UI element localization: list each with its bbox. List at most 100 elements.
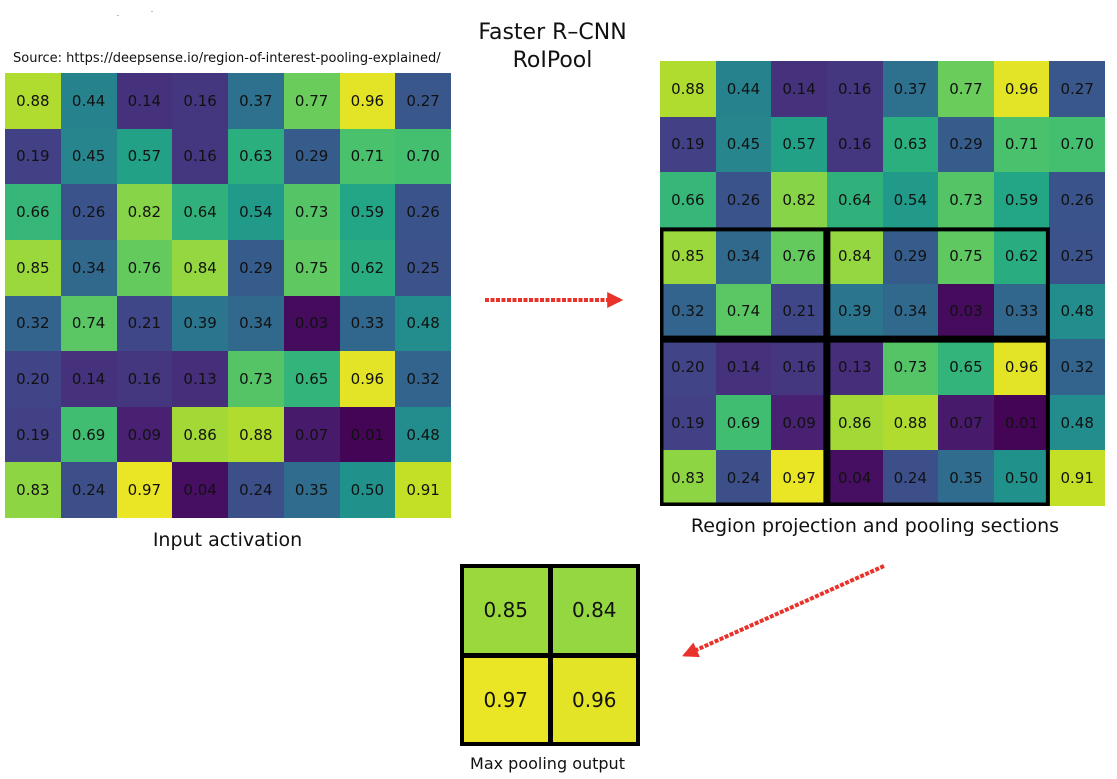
diagram-title-line1: Faster R–CNN — [478, 20, 627, 45]
grid-cell: 0.32 — [5, 295, 61, 352]
input-activation-grid: 0.88 0.44 0.14 0.16 0.37 0.77 0.96 0.27 0.19 0.45… — [5, 73, 451, 518]
grid-cell: 0.19 — [5, 128, 61, 185]
grid-cell: 0.19 — [5, 406, 61, 463]
grid-cell: 0.16 — [172, 128, 228, 185]
grid-cell: 0.82 — [116, 184, 173, 240]
grid-cell: 0.66 — [5, 184, 61, 240]
grid-cell: 0.96 — [339, 351, 396, 407]
source-attribution: Source: https://deepsense.io/region-of-i… — [13, 51, 441, 66]
grid-cell: 0.24 — [60, 462, 117, 518]
grid-cell: 0.25 — [1049, 227, 1105, 284]
grid-cell: 0.16 — [826, 61, 883, 117]
grid-cell: 0.37 — [228, 73, 284, 129]
grid-cell: 0.03 — [283, 295, 340, 352]
grid-cell: 0.57 — [771, 116, 827, 173]
down-left-arrow — [682, 564, 885, 658]
grid-cell: 0.45 — [60, 128, 117, 185]
grid-cell: 0.82 — [771, 172, 827, 228]
grid-cell: 0.70 — [395, 128, 451, 185]
grid-cell: 0.88 — [228, 406, 284, 463]
grid-cell: 0.59 — [993, 172, 1050, 228]
grid-cell: 0.88 — [660, 61, 716, 117]
grid-cell: 0.33 — [339, 295, 396, 352]
grid-cell: 0.19 — [660, 116, 716, 173]
grid-cell: 0.09 — [116, 406, 173, 463]
grid-cell: 0.26 — [395, 184, 451, 240]
max-pooling-output-grid: 0.85 0.84 0.97 0.96 — [460, 564, 640, 746]
grid-cell: 0.70 — [1049, 116, 1105, 173]
grid-cell: 0.29 — [938, 116, 994, 173]
grid-cell: 0.64 — [826, 172, 883, 228]
grid-cell: 0.34 — [60, 239, 117, 296]
grid-cell: 0.83 — [5, 462, 61, 518]
grid-cell: 0.50 — [339, 462, 396, 518]
diagram-title-line2: RoIPool — [512, 48, 593, 73]
grid-cell: 0.71 — [993, 116, 1050, 173]
grid-cell: 0.57 — [116, 128, 173, 185]
grid-cell: 0.44 — [715, 61, 772, 117]
grid-cell: 0.26 — [1049, 172, 1105, 228]
grid-cell: 0.59 — [339, 184, 396, 240]
grid-cell: 0.48 — [395, 295, 451, 352]
grid-cell: 0.26 — [715, 172, 772, 228]
grid-cell: 0.63 — [228, 128, 284, 185]
grid-cell: 0.48 — [1049, 394, 1105, 451]
grid-cell: 0.54 — [882, 172, 939, 228]
grid-cell: 0.34 — [228, 295, 284, 352]
grid-cell: 0.91 — [395, 462, 451, 518]
stray-dot — [117, 15, 119, 16]
grid-cell: 0.75 — [283, 239, 340, 296]
grid-cell: 0.74 — [60, 295, 117, 352]
grid-cell: 0.16 — [116, 351, 173, 407]
pooled-value-cell: 0.85 — [464, 568, 548, 653]
grid-cell: 0.16 — [826, 116, 883, 173]
grid-cell: 0.76 — [116, 239, 173, 296]
grid-cell: 0.27 — [395, 73, 451, 129]
grid-cell: 0.35 — [283, 462, 340, 518]
grid-cell: 0.96 — [339, 73, 396, 129]
grid-cell: 0.91 — [1049, 450, 1105, 506]
grid-cell: 0.14 — [116, 73, 173, 129]
pooled-value-cell: 0.96 — [552, 657, 636, 742]
region-projection-caption: Region projection and pooling sections — [690, 515, 1060, 537]
grid-cell: 0.71 — [339, 128, 396, 185]
grid-cell: 0.48 — [395, 406, 451, 463]
grid-cell: 0.29 — [228, 239, 284, 296]
grid-cell: 0.26 — [60, 184, 117, 240]
grid-cell: 0.25 — [395, 239, 451, 296]
grid-cell: 0.69 — [60, 406, 117, 463]
grid-cell: 0.86 — [172, 406, 228, 463]
grid-cell: 0.73 — [283, 184, 340, 240]
grid-cell: 0.01 — [339, 406, 396, 463]
grid-cell: 0.77 — [283, 73, 340, 129]
grid-cell: 0.66 — [660, 172, 716, 228]
stray-dot — [151, 11, 153, 12]
grid-cell: 0.48 — [1049, 283, 1105, 340]
grid-cell: 0.62 — [339, 239, 396, 296]
grid-cell: 0.29 — [283, 128, 340, 185]
grid-cell: 0.37 — [882, 61, 939, 117]
pooled-value-cell: 0.84 — [552, 568, 636, 653]
grid-cell: 0.97 — [116, 462, 173, 518]
max-pooling-output-caption: Max pooling output — [470, 754, 625, 773]
grid-cell: 0.88 — [5, 73, 61, 129]
grid-cell: 0.39 — [172, 295, 228, 352]
grid-cell: 0.84 — [172, 239, 228, 296]
grid-cell: 0.20 — [5, 351, 61, 407]
grid-cell: 0.14 — [60, 351, 117, 407]
grid-cell: 0.65 — [283, 351, 340, 407]
grid-cell: 0.64 — [172, 184, 228, 240]
grid-cell: 0.32 — [395, 351, 451, 407]
grid-cell: 0.45 — [715, 116, 772, 173]
grid-cell: 0.16 — [172, 73, 228, 129]
grid-cell: 0.27 — [1049, 61, 1105, 117]
input-activation-caption: Input activation — [152, 529, 303, 551]
grid-cell: 0.13 — [172, 351, 228, 407]
grid-cell: 0.04 — [172, 462, 228, 518]
grid-cell: 0.54 — [228, 184, 284, 240]
grid-cell: 0.32 — [1049, 339, 1105, 395]
grid-cell: 0.44 — [60, 73, 117, 129]
grid-cell: 0.96 — [993, 61, 1050, 117]
grid-cell: 0.77 — [938, 61, 994, 117]
